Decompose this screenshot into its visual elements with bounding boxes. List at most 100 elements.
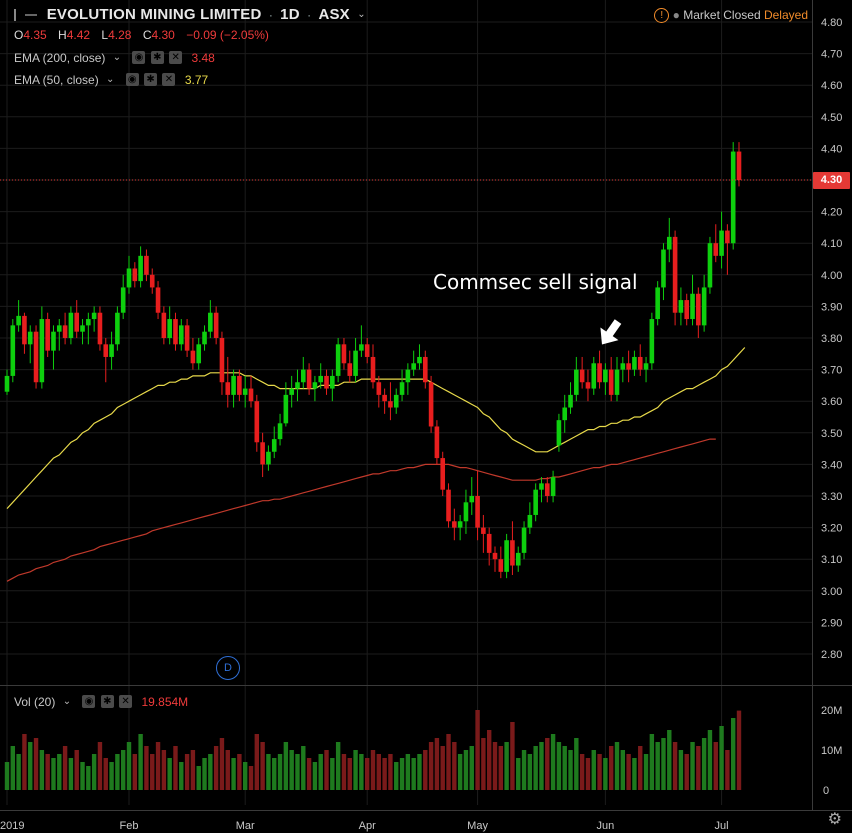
candle xyxy=(16,300,21,332)
candle xyxy=(56,319,62,351)
delayed-badge[interactable]: Delayed xyxy=(763,8,808,22)
settings-icon[interactable]: ✱ xyxy=(150,51,164,65)
candle xyxy=(190,338,196,370)
candle xyxy=(452,508,457,541)
symbol-dash-icon xyxy=(25,13,38,16)
exchange[interactable]: ASX xyxy=(318,6,350,23)
symbol-name[interactable]: EVOLUTION MINING LIMITED xyxy=(46,6,262,23)
candle xyxy=(266,445,271,471)
candle xyxy=(27,325,33,364)
candle-body xyxy=(533,489,538,515)
candle xyxy=(324,369,329,395)
volume-bar xyxy=(620,750,626,790)
candle-body xyxy=(330,375,335,389)
gear-icon[interactable]: ⚙ xyxy=(827,811,842,828)
time-tick-label: Feb xyxy=(120,820,139,832)
volume-bar xyxy=(649,734,655,790)
candle-body xyxy=(80,325,85,332)
close-icon[interactable]: ✕ xyxy=(119,695,133,709)
ema200-legend: EMA (200, close) ⌄ ◉ ✱ ✕ 3.48 xyxy=(14,50,215,65)
candle-body xyxy=(678,300,684,313)
candle xyxy=(91,306,97,332)
candle xyxy=(196,338,202,370)
candle-body xyxy=(510,540,515,566)
eye-icon[interactable]: ◉ xyxy=(82,695,96,709)
settings-icon[interactable]: ✱ xyxy=(144,73,158,87)
chevron-down-icon[interactable]: ⌄ xyxy=(106,74,115,86)
volume-bar xyxy=(533,746,538,790)
symbol-flag-icon xyxy=(14,8,20,21)
candle-body xyxy=(486,533,492,553)
arrow-down-icon[interactable] xyxy=(593,316,627,350)
candle-body xyxy=(544,483,550,496)
candle-body xyxy=(713,243,719,256)
volume-bar xyxy=(289,750,294,790)
candle xyxy=(219,331,225,395)
volume-bar xyxy=(417,754,422,790)
volume-bar xyxy=(481,738,486,790)
volume-bar xyxy=(318,754,323,790)
candle-body xyxy=(626,363,631,370)
candle xyxy=(643,356,649,383)
annotation-text[interactable]: Commsec sell signal xyxy=(433,270,638,294)
volume-bar xyxy=(91,754,97,790)
volume-bar xyxy=(463,750,469,790)
volume-bar xyxy=(109,762,114,790)
candle-body xyxy=(504,540,509,572)
candle-body xyxy=(608,369,614,395)
volume-bar xyxy=(22,734,27,790)
volume-bar xyxy=(260,742,265,790)
candle xyxy=(306,363,312,395)
settings-icon[interactable]: ✱ xyxy=(100,695,114,709)
price-tick-label: 3.60 xyxy=(821,396,842,408)
candle xyxy=(4,369,10,395)
candle xyxy=(527,502,533,534)
ema200-label[interactable]: EMA (200, close) xyxy=(14,50,106,65)
volume-bar xyxy=(626,754,631,790)
chevron-down-icon[interactable]: ⌄ xyxy=(357,9,366,20)
candle-body xyxy=(184,325,190,351)
volume-axis: 20M 10M 0 xyxy=(821,705,842,797)
volume-bar xyxy=(701,738,707,790)
interval[interactable]: 1D xyxy=(280,6,300,23)
candle xyxy=(184,319,190,357)
close-icon[interactable]: ✕ xyxy=(162,73,176,87)
price-tick-label: 3.40 xyxy=(821,459,842,471)
candle xyxy=(707,236,713,294)
chevron-down-icon[interactable]: ⌄ xyxy=(62,696,72,708)
volume-bar xyxy=(579,754,585,790)
chevron-down-icon[interactable]: ⌄ xyxy=(112,52,122,64)
ema50-label[interactable]: EMA (50, close) xyxy=(14,72,99,87)
price-tick-label: 4.80 xyxy=(821,17,842,29)
candle-body xyxy=(603,369,608,383)
candle-body xyxy=(56,325,62,332)
volume-bar xyxy=(405,754,411,790)
candle-body xyxy=(260,442,265,465)
volume-label[interactable]: Vol (20) xyxy=(14,694,56,709)
candle-body xyxy=(730,151,736,244)
candle xyxy=(544,477,550,503)
volume-bar xyxy=(672,742,678,790)
candle-body xyxy=(341,344,347,364)
candle xyxy=(579,356,585,389)
candle-body xyxy=(597,363,602,383)
candle xyxy=(504,533,509,579)
candle xyxy=(295,369,300,402)
volume-bar xyxy=(550,734,556,790)
warning-icon[interactable]: ! xyxy=(654,8,670,24)
candle-body xyxy=(550,477,556,496)
volume-bar xyxy=(527,754,533,790)
candle-body xyxy=(434,426,440,459)
candle xyxy=(690,274,695,326)
candle xyxy=(341,338,347,370)
eye-icon[interactable]: ◉ xyxy=(125,73,139,87)
close-icon[interactable]: ✕ xyxy=(169,51,183,65)
volume-bar xyxy=(283,742,289,790)
volume-bar xyxy=(301,746,306,790)
price-tick-label: 2.90 xyxy=(821,617,842,629)
volume-bar xyxy=(80,762,85,790)
candle xyxy=(376,375,382,408)
eye-icon[interactable]: ◉ xyxy=(132,51,146,65)
dividend-marker[interactable]: D xyxy=(216,656,240,680)
